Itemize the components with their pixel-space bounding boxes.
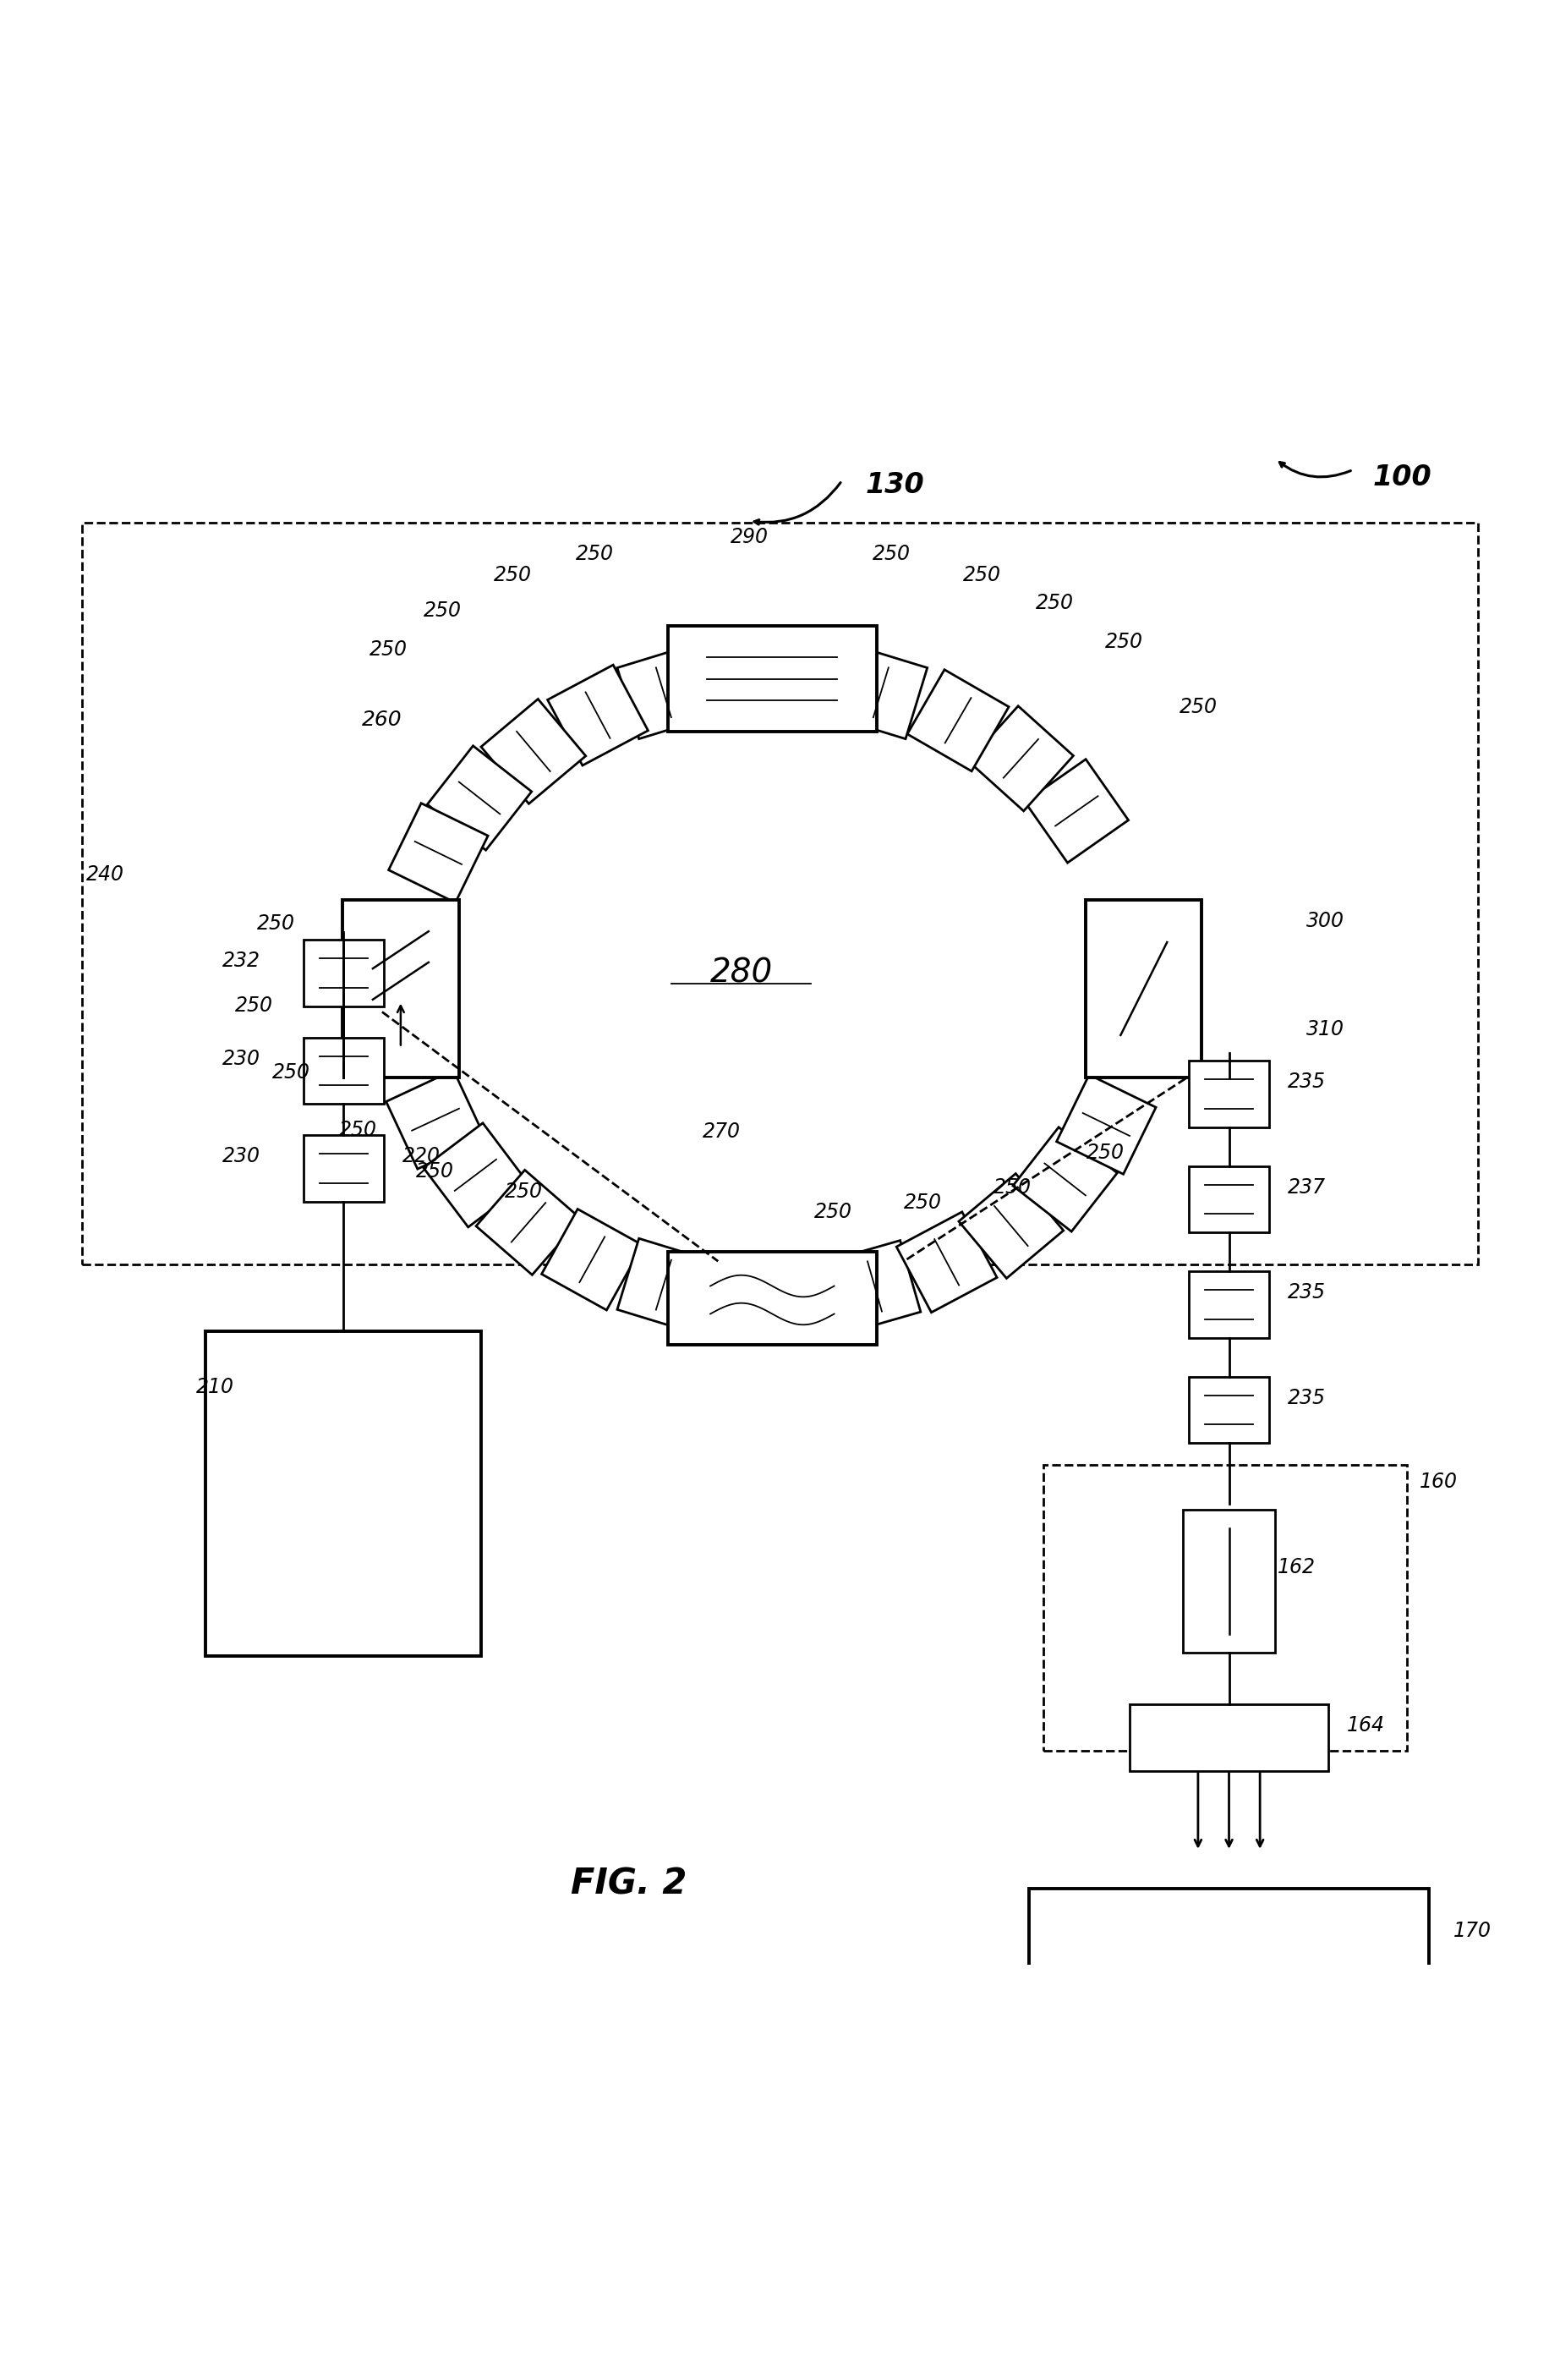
Text: 250: 250 — [576, 543, 613, 564]
Text: 130: 130 — [866, 471, 924, 500]
Text: 232: 232 — [223, 952, 261, 971]
Polygon shape — [835, 645, 927, 738]
Polygon shape — [206, 1330, 480, 1656]
Polygon shape — [828, 1240, 920, 1333]
Polygon shape — [969, 707, 1073, 812]
Text: 250: 250 — [417, 1161, 454, 1183]
Text: 250: 250 — [271, 1061, 310, 1083]
Text: 235: 235 — [1289, 1071, 1326, 1092]
Text: 250: 250 — [963, 566, 1002, 585]
Text: 250: 250 — [994, 1178, 1031, 1197]
Text: 162: 162 — [1278, 1557, 1315, 1578]
Polygon shape — [427, 745, 532, 850]
Text: 250: 250 — [493, 566, 532, 585]
Polygon shape — [1189, 1376, 1270, 1442]
Text: 250: 250 — [236, 995, 273, 1016]
Text: 164: 164 — [1346, 1716, 1385, 1735]
Polygon shape — [1189, 1271, 1270, 1338]
Text: 310: 310 — [1306, 1019, 1345, 1040]
Polygon shape — [476, 1171, 580, 1276]
Text: 260: 260 — [362, 709, 402, 731]
Polygon shape — [1182, 1509, 1275, 1652]
Polygon shape — [1012, 1128, 1117, 1230]
Text: 250: 250 — [1179, 697, 1217, 716]
Text: 250: 250 — [814, 1202, 852, 1221]
Polygon shape — [668, 626, 877, 731]
Text: 220: 220 — [402, 1147, 440, 1166]
Polygon shape — [1129, 1704, 1328, 1771]
Polygon shape — [897, 1211, 997, 1311]
Polygon shape — [908, 669, 1009, 771]
Text: 240: 240 — [86, 864, 125, 885]
Polygon shape — [303, 1038, 384, 1104]
Text: 230: 230 — [223, 1050, 261, 1069]
Text: 170: 170 — [1454, 1921, 1491, 1940]
Polygon shape — [959, 1173, 1064, 1278]
Text: 210: 210 — [197, 1376, 234, 1397]
Text: 250: 250 — [370, 640, 407, 659]
Text: 237: 237 — [1289, 1178, 1326, 1197]
Text: 250: 250 — [1087, 1142, 1125, 1164]
Polygon shape — [1086, 900, 1201, 1078]
Text: 250: 250 — [424, 600, 462, 621]
Text: 250: 250 — [1104, 631, 1143, 652]
Polygon shape — [541, 1209, 643, 1309]
Polygon shape — [423, 1123, 527, 1228]
Text: 270: 270 — [702, 1121, 741, 1142]
Text: 100: 100 — [1373, 464, 1432, 493]
Text: FIG. 2: FIG. 2 — [571, 1866, 686, 1902]
Polygon shape — [303, 1135, 384, 1202]
Polygon shape — [1025, 759, 1128, 864]
Text: 160: 160 — [1420, 1473, 1457, 1492]
Text: 250: 250 — [504, 1183, 543, 1202]
Text: 250: 250 — [1036, 593, 1073, 614]
Polygon shape — [618, 1238, 710, 1330]
Text: 300: 300 — [1306, 912, 1345, 931]
Text: 235: 235 — [1289, 1388, 1326, 1409]
Text: 250: 250 — [257, 914, 295, 933]
Text: 250: 250 — [903, 1192, 942, 1214]
Polygon shape — [387, 1071, 485, 1169]
Text: 235: 235 — [1289, 1283, 1326, 1302]
Text: 250: 250 — [339, 1119, 378, 1140]
Polygon shape — [480, 700, 585, 804]
Polygon shape — [388, 802, 488, 902]
Polygon shape — [668, 1252, 877, 1345]
Polygon shape — [303, 940, 384, 1007]
Polygon shape — [1056, 1076, 1156, 1173]
Text: 280: 280 — [710, 957, 772, 990]
Polygon shape — [618, 645, 710, 738]
Polygon shape — [1189, 1166, 1270, 1233]
Polygon shape — [343, 900, 459, 1078]
Text: 290: 290 — [730, 526, 769, 547]
Text: 230: 230 — [223, 1147, 261, 1166]
Polygon shape — [1030, 1887, 1429, 1999]
Polygon shape — [548, 664, 647, 766]
Polygon shape — [1189, 1061, 1270, 1128]
Text: 250: 250 — [874, 543, 911, 564]
